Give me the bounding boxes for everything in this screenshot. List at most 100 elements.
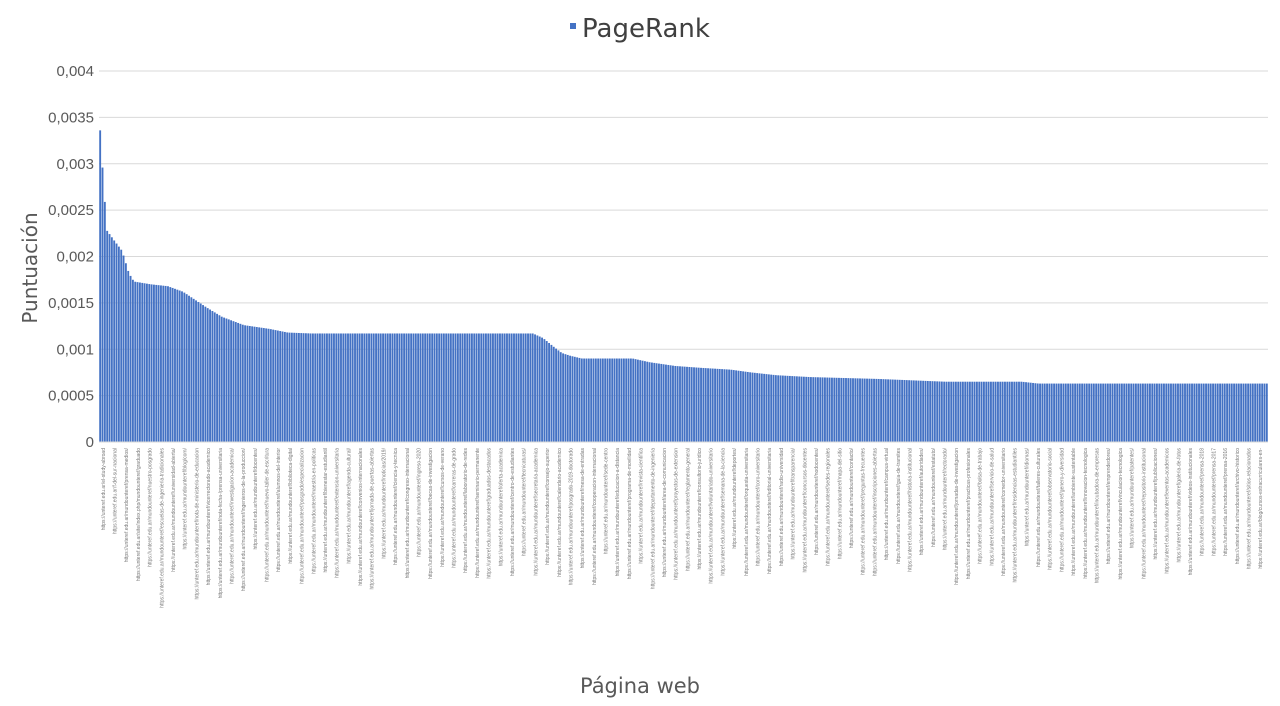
bar [447,333,450,442]
x-tick-label: https://unteref.edu.ar/mundounteref/resi… [1013,448,1019,583]
y-tick-label: 0,002 [56,249,94,266]
x-tick-label: https://unteref.edu.ar/mundounteref/cons… [545,448,551,565]
bar [470,333,473,442]
x-tick-label: https://unteref.edu.ar/mundounteref/semi… [475,448,481,578]
bar [108,234,111,442]
bar [529,333,532,442]
bar [901,379,904,442]
bar [669,365,672,442]
bar [744,371,747,442]
x-tick-label: https://unteref.edu.ar/mundounteref/doce… [253,447,259,549]
x-tick-label: https://unteref.edu.ar/mundounteref/coro… [755,448,761,566]
bar [354,333,356,442]
bar [585,358,588,442]
bar [1057,383,1060,442]
bar [686,366,688,442]
bar [1113,383,1116,442]
bar [569,355,572,442]
bar [414,333,417,442]
bar [975,381,978,442]
bar [697,367,700,442]
bar [494,333,497,442]
bar [1214,383,1217,442]
x-tick-label: https://unteref.edu.ar/mundounteref/pren… [1200,448,1206,556]
bar [1195,383,1198,442]
bar [987,381,990,442]
x-tick-label: https://unteref.edu.ar/mundounteref/guia… [896,448,902,564]
x-tick-label: https://unteref.edu.ar/mundounteref/repo… [1141,448,1147,579]
bar [583,358,586,442]
bar [127,270,130,442]
bar [489,333,492,442]
bar [601,358,604,442]
x-tick-label: https://unteref.edu.ar/mundounteref/noti… [381,447,387,558]
x-tick-label: https://unteref.edu.ar/mundounteref/ingr… [416,448,422,557]
bar [480,333,483,442]
y-tick-label: 0,0025 [48,202,94,219]
x-tick-label: https://unteref.edu.ar/f-del-sur-naciona… [113,448,119,534]
bar [290,332,293,442]
bar [866,378,868,442]
x-tick-label: https://unteref.edu.ar/mundounteref/alum… [276,448,282,572]
bar [1256,383,1259,442]
bar [835,377,838,442]
bar [508,333,511,442]
bar [1167,383,1170,442]
bar [136,282,139,442]
bar [1022,381,1025,442]
bar [356,333,359,442]
bar [442,333,445,442]
bar [693,367,695,442]
x-tick-label: https://unteref.edu.ar/mundounteref/siti… [1246,448,1252,570]
x-tick-label: https://unteref.edu.ar/mundounteref/orqu… [744,448,750,576]
bar [758,373,761,442]
x-tick-label: https://unteref.edu.ar/mundounteref/sede… [604,448,610,554]
bar [1230,383,1233,442]
bar [517,333,520,442]
bar [328,333,331,442]
bar [171,287,174,442]
bar [1064,383,1067,442]
bar [454,333,457,442]
bar [162,285,165,442]
bar [522,333,525,442]
bar [234,322,237,442]
bar [791,376,794,442]
bar [428,333,431,442]
bar [985,381,988,442]
legend-swatch [570,22,577,29]
bar [1202,383,1205,442]
bar [501,333,504,442]
bar [578,357,581,442]
bar [155,284,158,442]
bar [1004,381,1006,442]
bar [323,333,326,442]
bar [384,333,387,442]
bar [527,333,529,442]
x-tick-label: https://unteref.edu.ar/mundounteref/empr… [1106,447,1112,564]
bar [1209,383,1212,442]
x-tick-label: https://unteref.edu.ar/mundounteref/vinc… [1118,448,1124,580]
bar [774,375,777,442]
x-tick-label: https://unteref.edu.ar/mundounteref/bien… [323,448,329,573]
bar [788,375,791,442]
x-tick-label: https://unteref.edu.ar/mundounteref/bols… [978,448,984,564]
bar [756,373,759,442]
bar [492,333,494,442]
bar [1158,383,1161,442]
bar [1076,383,1079,442]
bar [115,243,118,442]
bar [695,367,698,442]
bar [702,367,705,442]
bar [335,333,338,442]
bar [227,319,230,442]
bar [120,249,123,442]
bar [1116,383,1119,442]
bar [819,377,822,442]
bar [978,381,981,442]
bar [148,284,151,442]
bar [590,358,593,442]
bar [793,376,796,442]
x-tick-label: https://unteref.edu.ar/mundounteref/posg… [568,448,574,586]
bar [1265,383,1268,442]
